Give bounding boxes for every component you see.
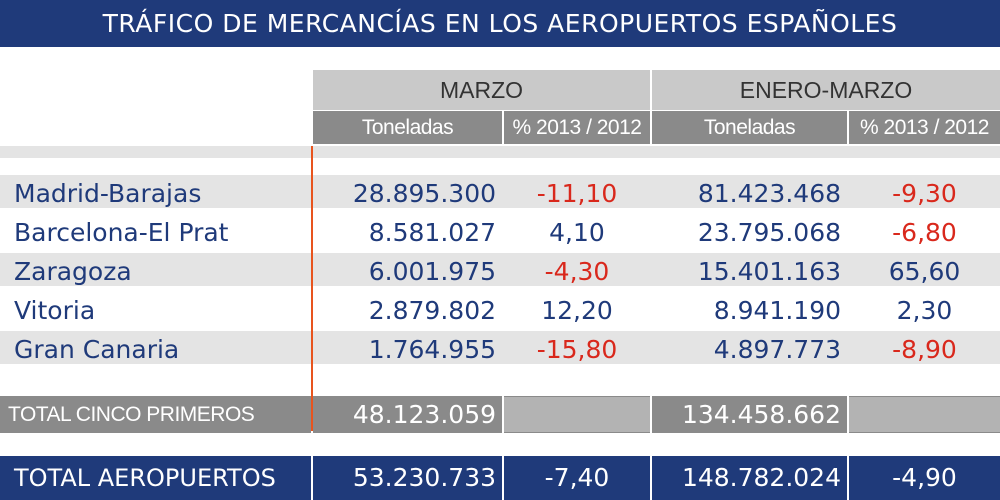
row-enero-marzo-pct: -8,90 xyxy=(892,335,957,364)
header-col-bg xyxy=(504,111,650,144)
total-aeropuertos-bar xyxy=(0,456,1000,500)
row-marzo-pct: 12,20 xyxy=(541,296,613,325)
total-aeropuertos-label: TOTAL AEROPUERTOS xyxy=(14,464,276,492)
total-cinco-blank-cell xyxy=(849,397,1000,432)
header-group-enero-marzo: ENERO-MARZO xyxy=(739,77,913,103)
total-cinco-primeros-label: TOTAL CINCO PRIMEROS xyxy=(8,403,255,426)
total-cinco-primeros-bar xyxy=(0,396,1000,433)
row-marzo-pct: -11,10 xyxy=(536,179,618,208)
row-enero-marzo-toneladas: 23.795.068 xyxy=(697,218,841,247)
row-marzo-toneladas: 6.001.975 xyxy=(368,257,496,286)
column-divider xyxy=(650,456,652,500)
row-enero-marzo-pct: -6,80 xyxy=(892,218,957,247)
row-marzo-pct: -15,80 xyxy=(536,335,618,364)
header-col-enero-marzo-toneladas: Toneladas xyxy=(703,116,796,139)
total-aeropuertos-enero-marzo-toneladas: 148.782.024 xyxy=(681,463,841,492)
row-enero-marzo-pct: 2,30 xyxy=(896,296,953,325)
row-marzo-toneladas: 1.764.955 xyxy=(368,335,496,364)
column-divider xyxy=(311,456,313,500)
row-stripe xyxy=(0,175,1000,208)
row-marzo-pct: -4,30 xyxy=(544,257,610,286)
header-col-marzo-pct: % 2013 / 2012 xyxy=(512,116,642,139)
column-separator-line xyxy=(311,146,313,431)
total-aeropuertos-marzo-pct: -7,40 xyxy=(544,463,610,492)
row-marzo-toneladas: 2.879.802 xyxy=(368,296,496,325)
header-col-enero-marzo-pct: % 2013 / 2012 xyxy=(860,116,989,139)
row-marzo-toneladas: 28.895.300 xyxy=(352,179,496,208)
total-aeropuertos-enero-marzo-pct: -4,90 xyxy=(892,463,957,492)
row-stripe xyxy=(0,331,1000,364)
page-title: TRÁFICO DE MERCANCÍAS EN LOS AEROPUERTOS… xyxy=(102,9,898,38)
header-col-bg xyxy=(652,111,847,144)
header-group-marzo: MARZO xyxy=(439,77,524,103)
header-col-bg xyxy=(849,111,1000,144)
row-name: Barcelona-El Prat xyxy=(14,218,229,247)
title-bar xyxy=(0,0,1000,47)
row-enero-marzo-toneladas: 4.897.773 xyxy=(713,335,841,364)
column-divider xyxy=(650,396,652,433)
row-enero-marzo-pct: -9,30 xyxy=(892,179,957,208)
row-name: Zaragoza xyxy=(14,257,132,286)
header-group-marzo-bg xyxy=(313,70,650,110)
row-enero-marzo-toneladas: 8.941.190 xyxy=(713,296,841,325)
column-divider xyxy=(502,396,504,433)
row-enero-marzo-toneladas: 15.401.163 xyxy=(697,257,841,286)
total-cinco-enero-marzo-toneladas: 134.458.662 xyxy=(681,400,841,429)
column-divider xyxy=(502,456,504,500)
total-cinco-marzo-toneladas: 48.123.059 xyxy=(352,400,496,429)
header-group-enero-marzo-bg xyxy=(652,70,1000,110)
row-enero-marzo-toneladas: 81.423.468 xyxy=(697,179,841,208)
row-enero-marzo-pct: 65,60 xyxy=(888,257,961,286)
column-divider xyxy=(847,456,849,500)
row-marzo-toneladas: 8.581.027 xyxy=(368,218,496,247)
total-aeropuertos-marzo-toneladas: 53.230.733 xyxy=(352,463,496,492)
header-col-marzo-toneladas: Toneladas xyxy=(361,116,454,139)
header-col-bg xyxy=(313,111,502,144)
row-name: Gran Canaria xyxy=(14,335,180,364)
column-divider xyxy=(847,396,849,433)
row-name: Madrid-Barajas xyxy=(14,179,202,208)
row-name: Vitoria xyxy=(14,296,96,325)
row-marzo-pct: 4,10 xyxy=(549,218,605,247)
row-stripe xyxy=(0,253,1000,286)
row-stripe xyxy=(0,146,1000,158)
total-cinco-blank-cell xyxy=(504,397,650,432)
